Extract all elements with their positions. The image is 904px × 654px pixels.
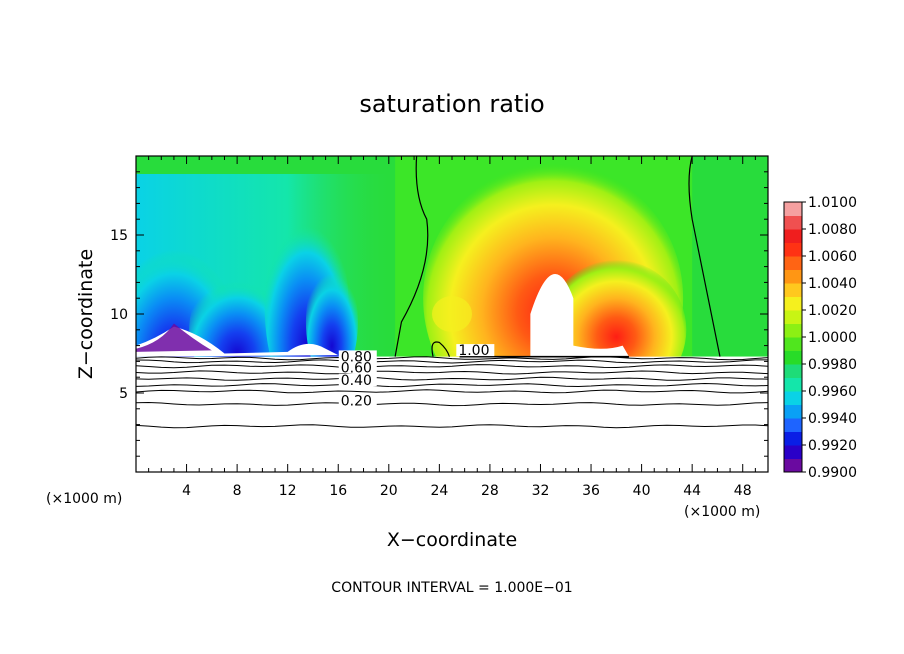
colorbar-label: 0.9980 — [808, 357, 857, 373]
x-tick-label: 12 — [279, 483, 297, 499]
x-axis: 4 8 12 16 20 24 28 32 36 40 44 48 — [148, 156, 769, 499]
contour-label: 0.60 — [341, 360, 372, 376]
plot-area — [136, 156, 768, 472]
x-tick-label: 32 — [532, 483, 550, 499]
x-unit-right: (×1000 m) — [684, 504, 760, 520]
colorbar-label: 0.9920 — [808, 438, 857, 454]
contour-line — [136, 382, 768, 388]
colorbar-swatch — [784, 364, 802, 378]
contour-label: 0.40 — [341, 373, 372, 389]
y-tick-label: 10 — [110, 307, 128, 323]
colorbar-swatch — [784, 350, 802, 365]
contour-label: 0.80 — [341, 349, 372, 365]
contour-line — [136, 389, 768, 394]
colorbar-swatch — [784, 404, 802, 419]
x-tick-label: 16 — [329, 483, 347, 499]
colorbar-label: 0.9960 — [808, 384, 857, 400]
contour-lines — [136, 156, 768, 429]
colorbar: 1.0100 1.0080 1.0060 1.0040 1.0020 1.0000 0.99… — [783, 195, 857, 481]
contour-interval-note: CONTOUR INTERVAL = 1.000E−01 — [331, 580, 572, 596]
colorbar-swatch — [784, 323, 802, 338]
field-purple-edge — [136, 323, 212, 352]
colorbar-swatch — [784, 377, 802, 392]
contour-label-bg — [338, 374, 377, 387]
contour-line — [136, 359, 768, 364]
y-axis-label: Z−coordinate — [75, 249, 97, 379]
colorbar-swatch — [784, 431, 802, 446]
contour-label-bg — [338, 350, 377, 363]
field-lower-clear — [136, 356, 768, 472]
x-unit-left: (×1000 m) — [46, 491, 122, 507]
y-tick-label: 5 — [119, 386, 128, 402]
colorbar-swatch — [784, 202, 802, 216]
colorbar-swatch — [784, 242, 802, 257]
colorbar-swatch — [784, 215, 802, 230]
contour-label-bg — [338, 361, 377, 374]
colorbar-swatch — [784, 256, 802, 270]
contour-label: 1.00 — [458, 343, 489, 359]
colorbar-swatch — [784, 391, 802, 405]
colorbar-label: 1.0020 — [808, 303, 857, 319]
colorbar-swatch — [784, 229, 802, 243]
colorbar-swatch — [784, 458, 802, 473]
colorbar-swatch — [784, 269, 802, 284]
colorbar-label: 1.0040 — [808, 276, 857, 292]
colorbar-swatch — [784, 283, 802, 297]
contour-line-1.00-right — [688, 156, 721, 357]
x-tick-label: 48 — [734, 483, 752, 499]
contour-line — [136, 364, 768, 369]
contour-labels: 1.00 0.800.600.40 0.20 — [338, 343, 495, 410]
x-tick-label: 44 — [683, 483, 701, 499]
x-tick-label: 36 — [582, 483, 600, 499]
colorbar-swatch — [784, 296, 802, 311]
x-tick-label: 20 — [380, 483, 398, 499]
x-axis-label: X−coordinate — [387, 529, 517, 551]
colorbar-label: 0.9900 — [808, 465, 857, 481]
colorbar-label: 1.0000 — [808, 330, 857, 346]
colorbar-swatch — [784, 337, 802, 351]
contour-line — [136, 424, 768, 429]
contour-label: 0.20 — [341, 394, 372, 410]
y-axis: 5 10 15 — [110, 171, 768, 457]
colorbar-label: 1.0060 — [808, 249, 857, 265]
y-tick-label: 15 — [110, 228, 128, 244]
x-tick-label: 40 — [633, 483, 651, 499]
chart-title: saturation ratio — [359, 90, 544, 118]
field-high-3 — [432, 296, 472, 332]
field-clear-plume — [530, 274, 629, 357]
colorbar-swatch — [784, 418, 802, 432]
colorbar-label: 0.9940 — [808, 411, 857, 427]
contour-line-1.00-left — [394, 156, 429, 357]
colorbar-label: 1.0100 — [808, 195, 857, 211]
x-tick-label: 28 — [481, 483, 499, 499]
contour-line-1.00-small — [431, 341, 451, 357]
contour-line — [136, 356, 768, 361]
x-tick-label: 8 — [233, 483, 242, 499]
colorbar-swatch — [784, 310, 802, 324]
contour-label-bg — [456, 344, 495, 357]
colorbar-label: 1.0080 — [808, 222, 857, 238]
x-tick-label: 4 — [182, 483, 191, 499]
contour-line — [136, 376, 768, 381]
contour-line — [136, 370, 768, 375]
x-tick-label: 24 — [430, 483, 448, 499]
colorbar-swatch — [784, 445, 802, 459]
contour-line — [136, 401, 768, 407]
contour-label-bg — [338, 394, 377, 407]
